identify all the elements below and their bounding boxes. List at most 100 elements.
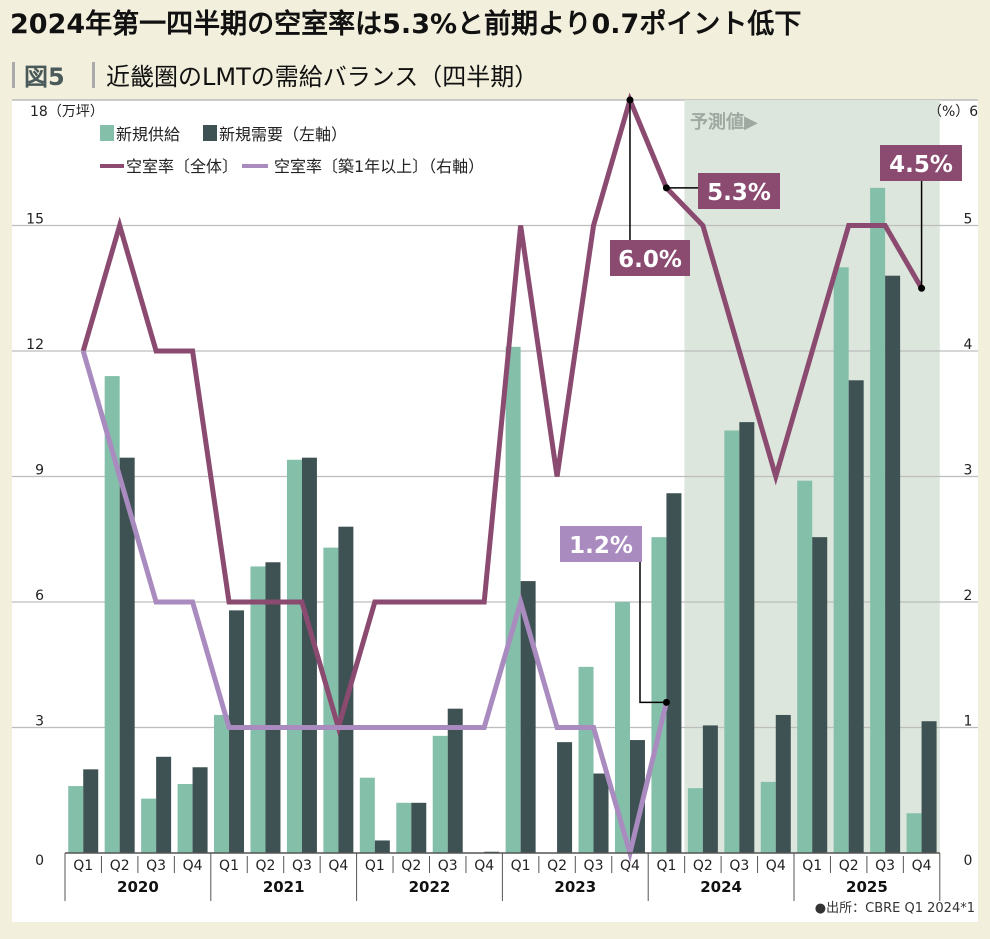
bar-demand <box>629 740 645 853</box>
quarter-label: Q2 <box>693 858 713 874</box>
bar-demand <box>83 769 99 853</box>
quarter-label: Q1 <box>219 858 239 874</box>
quarter-label: Q4 <box>766 858 786 874</box>
bar-supply <box>286 459 302 853</box>
right-tick-label: 0 <box>964 853 973 869</box>
bar-demand <box>301 457 317 853</box>
right-tick-label: 3 <box>964 463 973 479</box>
left-tick-label: 0 <box>35 853 44 869</box>
bar-supply <box>396 802 412 853</box>
callout-label: 4.5% <box>889 152 953 178</box>
year-label: 2021 <box>263 878 305 896</box>
year-label: 2023 <box>554 878 596 896</box>
bar-demand <box>229 610 245 853</box>
callout-point <box>626 96 634 104</box>
divider <box>12 62 15 88</box>
bar-demand <box>411 802 427 853</box>
line-vacancy-grade <box>80 350 669 863</box>
bar-supply <box>214 714 230 853</box>
bar-supply <box>68 786 84 853</box>
bar-demand <box>338 526 354 853</box>
callout-leader <box>639 560 667 704</box>
bar-supply <box>177 783 193 853</box>
left-tick-label: 15 <box>26 212 44 228</box>
legend-vacancy-grade: 空室率〔築1年以上〕（右軸） <box>274 157 484 176</box>
bar-demand <box>921 721 937 853</box>
bar-supply <box>797 480 813 853</box>
bar-demand <box>265 562 281 853</box>
quarter-label: Q3 <box>729 858 749 874</box>
right-axis-unit: （%）6 <box>928 104 978 120</box>
quarter-label: Q3 <box>146 858 166 874</box>
quarter-label: Q2 <box>839 858 859 874</box>
bar-demand <box>374 840 390 853</box>
bar-demand <box>557 742 573 853</box>
bar-demand <box>156 756 172 853</box>
bar-demand <box>812 537 828 853</box>
callout-box <box>880 145 962 181</box>
figure-label: 図5 <box>24 63 65 91</box>
quarter-label: Q3 <box>875 858 895 874</box>
quarter-label: Q1 <box>656 858 676 874</box>
legend-swatch-demand <box>203 125 217 141</box>
legend-demand: 新規需要（左軸） <box>219 125 347 144</box>
callout-label: 1.2% <box>569 533 633 559</box>
source-note: ●出所：CBRE Q1 2024*1 <box>815 901 975 916</box>
line-vacancy-total <box>80 92 924 737</box>
callout-box <box>698 173 780 209</box>
bar-supply <box>141 798 157 853</box>
callout-label: 6.0% <box>618 247 682 273</box>
bar-supply <box>906 813 922 853</box>
divider <box>92 62 95 88</box>
left-tick-label: 12 <box>26 337 44 353</box>
bar-demand <box>192 767 208 853</box>
callout-box <box>610 240 690 276</box>
callout-point <box>918 284 926 292</box>
bar-demand <box>702 725 718 853</box>
callout-box <box>560 526 642 562</box>
quarter-label: Q4 <box>912 858 932 874</box>
callout-point <box>662 698 670 706</box>
bar-supply <box>833 267 849 853</box>
bar-demand <box>848 380 864 853</box>
bar-demand <box>593 773 609 853</box>
left-tick-label: 9 <box>35 463 44 479</box>
legend-swatch-vacancy-grade <box>242 164 268 168</box>
quarter-label: Q2 <box>401 858 421 874</box>
year-label: 2022 <box>409 878 451 896</box>
forecast-label: 予測値▶ <box>690 111 758 133</box>
bar-supply <box>250 566 266 853</box>
quarter-label: Q1 <box>511 858 531 874</box>
bar-supply <box>505 346 521 853</box>
quarter-label: Q3 <box>292 858 312 874</box>
callout-label: 5.3% <box>707 180 771 206</box>
right-tick-label: 1 <box>964 714 973 730</box>
year-label: 2020 <box>117 878 159 896</box>
bar-demand <box>119 457 135 853</box>
quarter-label: Q4 <box>620 858 640 874</box>
quarter-label: Q1 <box>365 858 385 874</box>
right-tick-label: 2 <box>964 588 973 604</box>
quarter-label: Q4 <box>474 858 494 874</box>
legend-supply: 新規供給 <box>116 125 180 144</box>
quarter-label: Q2 <box>547 858 567 874</box>
bar-supply <box>687 788 703 853</box>
callout-point <box>662 184 670 192</box>
page-title: 2024年第一四半期の空室率は5.3%と前期より0.7ポイント低下 <box>10 8 801 40</box>
legend-swatch-supply <box>100 125 114 141</box>
legend-swatch-vacancy-total <box>100 164 124 168</box>
quarter-label: Q2 <box>256 858 276 874</box>
bar-supply <box>651 537 667 853</box>
bar-supply <box>578 666 594 853</box>
legend-vacancy-total: 空室率〔全体〕 <box>126 157 238 176</box>
quarter-label: Q1 <box>73 858 93 874</box>
quarter-label: Q1 <box>802 858 822 874</box>
year-label: 2025 <box>846 878 888 896</box>
legend: 新規供給 新規需要（左軸） 空室率〔全体〕 空室率〔築1年以上〕（右軸） <box>100 125 484 176</box>
left-tick-label: 3 <box>35 714 44 730</box>
quarter-label: Q3 <box>438 858 458 874</box>
bar-supply <box>104 376 120 853</box>
bar-demand <box>447 708 463 853</box>
chart-subtitle: 近畿圏のLMTの需給バランス（四半期） <box>106 63 538 91</box>
